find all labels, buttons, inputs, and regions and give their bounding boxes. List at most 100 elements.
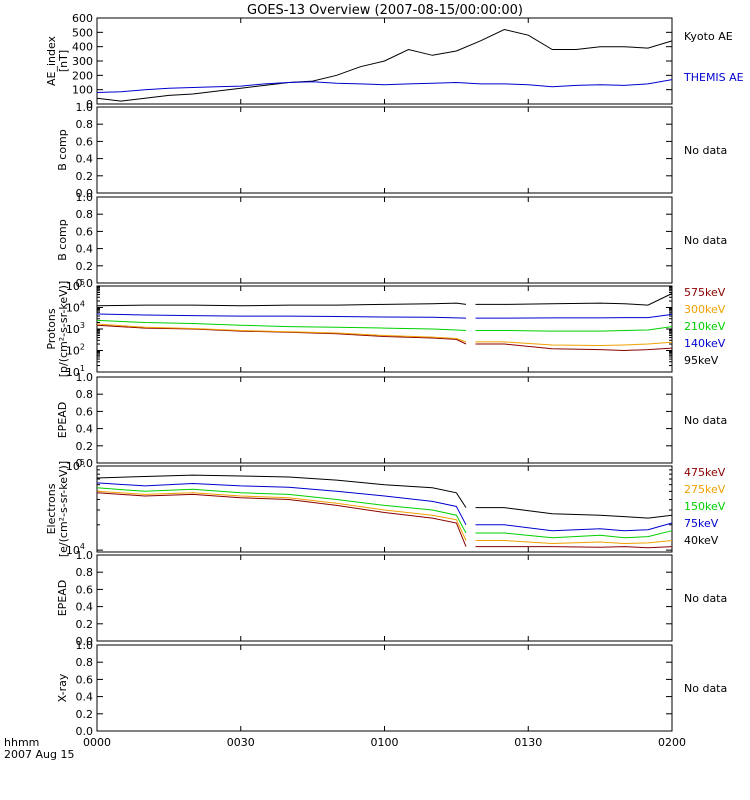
y-tick-label: 0.6 bbox=[76, 225, 94, 238]
y-tick-label: 0.0 bbox=[76, 457, 94, 470]
series-line-575kev bbox=[96, 324, 467, 345]
y-axis-label: AE_index bbox=[45, 35, 58, 86]
y-tick-label: 1.0 bbox=[76, 639, 94, 652]
panel-7: 0.0 0.2 0.4 0.6 0.8 1.0 EPEAD No data bbox=[56, 549, 727, 648]
legend-entry: THEMIS AE bbox=[683, 71, 744, 84]
panel-frame bbox=[96, 465, 673, 553]
y-tick-label: 0.2 bbox=[76, 618, 94, 631]
legend-entry: 475keV bbox=[684, 466, 726, 479]
y-tick-label: 0.6 bbox=[76, 135, 94, 148]
y-tick-label: 0.8 bbox=[76, 208, 94, 221]
y-axis-units: [e/(cm²-s-sr-keV)] bbox=[57, 461, 70, 557]
y-tick-label: 0.4 bbox=[76, 691, 94, 704]
y-tick-label: 0.0 bbox=[76, 635, 94, 648]
no-data-label: No data bbox=[684, 144, 727, 157]
y-tick-label: 0.8 bbox=[76, 656, 94, 669]
series-line-275kev bbox=[96, 490, 467, 541]
y-tick-label: 0.0 bbox=[76, 187, 94, 200]
y-tick-label: 0.8 bbox=[76, 566, 94, 579]
y-axis-label: B comp bbox=[56, 129, 69, 171]
panel-2: 0.0 0.2 0.4 0.6 0.8 1.0 B comp No data bbox=[56, 101, 727, 200]
x-tick-label: 0000 bbox=[83, 736, 111, 749]
x-tick-label: 0200 bbox=[658, 736, 686, 749]
y-tick-exponent: 3 bbox=[80, 321, 85, 330]
series-line-150kev bbox=[475, 530, 673, 539]
y-tick-label: 1.0 bbox=[76, 371, 94, 384]
series-line-themis-ae bbox=[96, 79, 673, 93]
x-tick-label: 0030 bbox=[227, 736, 255, 749]
y-axis-units: [nT] bbox=[57, 50, 70, 72]
series-line-475kev bbox=[96, 492, 467, 547]
y-tick-label: 0.2 bbox=[76, 260, 94, 273]
y-tick-exponent: 4 bbox=[80, 300, 85, 309]
no-data-label: No data bbox=[684, 414, 727, 427]
y-tick-label: 0.8 bbox=[76, 118, 94, 131]
panel-8: 0.0 0.2 0.4 0.6 0.8 1.0 X-ray No data bbox=[56, 639, 727, 738]
panel-frame bbox=[96, 644, 673, 732]
y-tick-label: 0.4 bbox=[76, 423, 94, 436]
y-tick-label: 0.6 bbox=[76, 673, 94, 686]
series-line-475kev bbox=[475, 546, 673, 549]
y-tick-label: 0.8 bbox=[76, 388, 94, 401]
y-tick-label: 600 bbox=[72, 12, 93, 25]
series-line-150kev bbox=[96, 487, 467, 534]
y-tick-exponent: 1 bbox=[80, 364, 85, 373]
panel-frame bbox=[96, 196, 673, 284]
y-tick-exponent: 5 bbox=[80, 458, 85, 467]
y-tick-label: 1.0 bbox=[76, 191, 94, 204]
series-line-140kev bbox=[96, 313, 467, 319]
series-line-40kev bbox=[96, 474, 467, 508]
no-data-label: No data bbox=[684, 234, 727, 247]
y-tick-label: 1.0 bbox=[76, 101, 94, 114]
x-tick-label: 0130 bbox=[514, 736, 542, 749]
series-line-575kev bbox=[475, 343, 673, 352]
x-tick-label: 0100 bbox=[371, 736, 399, 749]
series-line-210kev bbox=[96, 319, 467, 331]
legend-entry: 575keV bbox=[684, 286, 726, 299]
series-line-95kev bbox=[475, 293, 673, 306]
y-tick-label: 0.6 bbox=[76, 405, 94, 418]
y-tick-label: 0.6 bbox=[76, 583, 94, 596]
y-tick-label: 0.2 bbox=[76, 170, 94, 183]
legend-entry: 75keV bbox=[684, 517, 719, 530]
y-axis-label: EPEAD bbox=[56, 580, 69, 617]
y-tick-label: 1.0 bbox=[76, 549, 94, 562]
no-data-label: No data bbox=[684, 592, 727, 605]
series-line-300kev bbox=[96, 323, 467, 343]
panel-3: 0.0 0.2 0.4 0.6 0.8 1.0 B comp No data bbox=[56, 191, 727, 290]
series-line-300kev bbox=[475, 341, 673, 347]
series-line-75kev bbox=[475, 522, 673, 532]
y-tick-exponent: 5 bbox=[80, 278, 85, 287]
series-line-95kev bbox=[96, 302, 467, 307]
panel-5: 0.0 0.2 0.4 0.6 0.8 1.0 EPEAD No data bbox=[56, 371, 727, 470]
legend-entry: 95keV bbox=[684, 354, 719, 367]
series-line-kyoto-ae bbox=[96, 28, 673, 102]
series-line-140kev bbox=[475, 313, 673, 319]
y-tick-label: 0.4 bbox=[76, 153, 94, 166]
y-axis-label: B comp bbox=[56, 219, 69, 261]
panel-frame bbox=[96, 106, 673, 194]
panel-frame bbox=[96, 376, 673, 464]
series-line-75kev bbox=[96, 482, 467, 526]
y-tick-exponent: 2 bbox=[80, 343, 85, 352]
y-tick-label: 0.0 bbox=[76, 725, 94, 738]
y-tick-label: 400 bbox=[72, 41, 93, 54]
legend-entry: Kyoto AE bbox=[684, 30, 733, 43]
footer-date-label: 2007 Aug 15 bbox=[4, 748, 74, 761]
y-tick-label: 500 bbox=[72, 26, 93, 39]
y-axis-label: EPEAD bbox=[56, 402, 69, 439]
no-data-label: No data bbox=[684, 682, 727, 695]
legend-entry: 275keV bbox=[684, 483, 726, 496]
legend-entry: 210keV bbox=[684, 320, 726, 333]
y-tick-label: 0.2 bbox=[76, 440, 94, 453]
footer-hhmm-label: hhmm bbox=[4, 736, 39, 749]
legend-entry: 40keV bbox=[684, 534, 719, 547]
y-axis-label: Electrons bbox=[45, 483, 58, 534]
legend-entry: 140keV bbox=[684, 337, 726, 350]
y-axis-label: Protons bbox=[45, 308, 58, 349]
y-tick-label: 0.0 bbox=[76, 277, 94, 290]
